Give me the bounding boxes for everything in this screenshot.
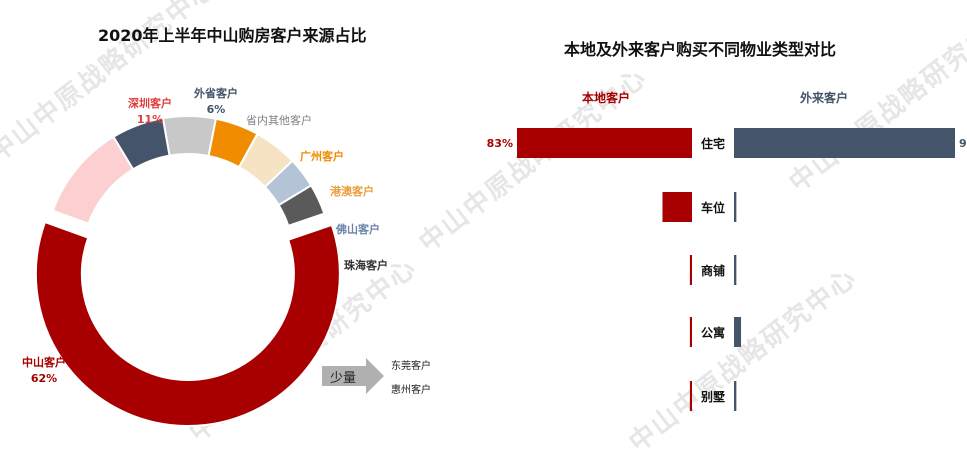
- bar-outside: [734, 255, 737, 285]
- donut-chart-title: 2020年上半年中山购房客户来源占比: [98, 26, 367, 45]
- category-label: 别墅: [700, 390, 725, 404]
- value-label-outside: 94%: [959, 137, 967, 150]
- bar-local: [689, 317, 692, 347]
- bar-local: [517, 128, 692, 158]
- legend-local: 本地客户: [582, 91, 631, 105]
- slice-label-guangzhou: 广州客户: [300, 150, 344, 163]
- category-label: 住宅: [701, 136, 725, 151]
- bar-outside: [734, 128, 955, 158]
- bar-outside: [734, 192, 737, 222]
- slice-label-zhongshan: 中山客户 62%: [22, 356, 66, 385]
- minor-item-dongguan: 东莞客户: [391, 361, 431, 372]
- minor-item-huizhou: 惠州客户: [391, 385, 431, 396]
- bar-local: [662, 192, 692, 222]
- donut-chart: [34, 115, 341, 427]
- category-label: 车位: [701, 200, 725, 215]
- bar-chart-title: 本地及外来客户购买不同物业类型对比: [564, 40, 837, 59]
- bar-local: [689, 255, 692, 285]
- legend-outside: 外来客户: [800, 91, 849, 105]
- slice-label-waisheng: 外省客户 6%: [194, 87, 238, 116]
- slice-label-zhuhai: 珠海客户: [344, 259, 388, 272]
- value-label-local: 83%: [487, 137, 513, 150]
- slice-label-foshan: 佛山客户: [336, 223, 380, 236]
- bar-local: [689, 381, 692, 411]
- bar-outside: [734, 381, 737, 411]
- bar-outside: [734, 317, 742, 347]
- donut-slice: [34, 220, 341, 427]
- category-label: 商铺: [701, 263, 725, 278]
- category-label: 公寓: [701, 325, 725, 340]
- slice-label-shengnei: 省内其他客户: [246, 114, 312, 127]
- slice-label-shenzhen: 深圳客户 11%: [128, 97, 172, 126]
- slice-label-gangao: 港澳客户: [330, 185, 374, 198]
- donut-slice: [277, 184, 326, 228]
- minor-label: 少量: [330, 371, 357, 386]
